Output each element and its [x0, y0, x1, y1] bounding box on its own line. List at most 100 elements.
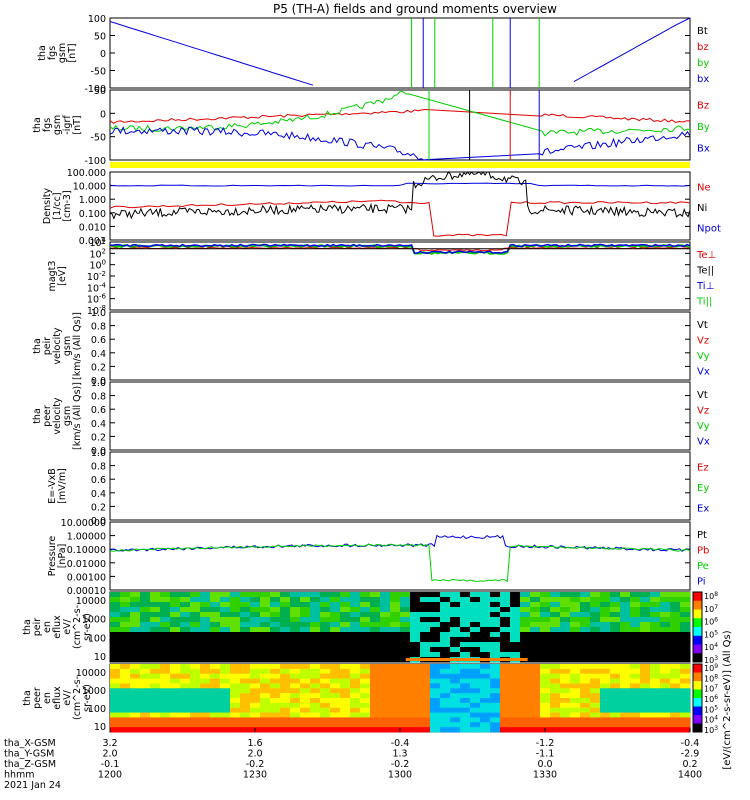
heatmap-cell	[470, 698, 481, 704]
heatmap-cell	[120, 637, 131, 643]
heatmap-cell	[330, 622, 341, 628]
y-axis-label: tha	[32, 338, 43, 354]
heatmap-cell	[130, 698, 141, 704]
heatmap-cell	[600, 647, 611, 653]
heatmap-cell	[420, 683, 431, 689]
heatmap-cell	[170, 612, 181, 618]
heatmap-cell	[370, 683, 381, 689]
heatmap-cell	[650, 627, 661, 633]
heatmap-cell	[500, 722, 511, 728]
heatmap-cell	[390, 712, 401, 718]
x-row-label: tha_X-GSM	[4, 738, 56, 749]
heatmap-cell	[280, 592, 291, 598]
heatmap-cell	[110, 698, 121, 704]
heatmap-cell	[560, 664, 571, 670]
x-tick-label: -0.1	[101, 759, 120, 770]
heatmap-cell	[260, 642, 271, 648]
heatmap-cell	[580, 657, 591, 663]
heatmap-cell	[420, 622, 431, 628]
heatmap-cell	[450, 612, 461, 618]
heatmap-cell	[340, 707, 351, 713]
heatmap-cell	[350, 607, 361, 613]
heatmap-cell	[490, 637, 501, 643]
heatmap-cell	[480, 632, 491, 638]
heatmap-cell	[500, 688, 511, 694]
heatmap-cell	[450, 642, 461, 648]
heatmap-cell	[350, 673, 361, 679]
y-tick-label: 10	[94, 722, 106, 733]
heatmap-cell	[490, 607, 501, 613]
heatmap-cell	[260, 668, 271, 675]
heatmap-cell	[390, 622, 401, 628]
heatmap-cell	[260, 698, 271, 704]
y-tick-label: 0.10000	[67, 545, 106, 556]
heatmap-cell	[570, 622, 581, 628]
heatmap-cell	[210, 698, 221, 704]
heatmap-cell	[590, 642, 601, 648]
heatmap-cell	[680, 632, 691, 638]
heatmap-cell	[200, 632, 211, 638]
heatmap-cell	[120, 707, 131, 713]
heatmap-cell	[460, 727, 471, 733]
heatmap-cell	[120, 717, 131, 723]
heatmap-cell	[230, 612, 241, 618]
heatmap-cell	[530, 632, 541, 638]
legend-entry: Vy	[697, 351, 710, 362]
heatmap-cell	[520, 622, 531, 628]
heatmap-cell	[500, 727, 511, 733]
heatmap-cell	[210, 702, 221, 709]
heatmap-cell	[680, 668, 691, 675]
heatmap-cell	[300, 678, 311, 684]
heatmap-cell	[300, 622, 311, 628]
heatmap-cell	[460, 642, 471, 648]
heatmap-cell	[450, 607, 461, 613]
legend-entry: Ez	[697, 462, 709, 473]
heatmap-cell	[160, 652, 171, 658]
heatmap-cell	[400, 717, 411, 723]
heatmap-cell	[550, 592, 561, 598]
heatmap-cell	[540, 612, 551, 618]
heatmap-cell	[490, 707, 501, 713]
heatmap-cell	[440, 717, 451, 723]
y-tick-label: 0.00010	[67, 586, 106, 597]
heatmap-cell	[310, 707, 321, 713]
heatmap-cell	[260, 717, 271, 723]
heatmap-cell	[300, 683, 311, 689]
heatmap-cell	[230, 657, 241, 663]
heatmap-cell	[120, 668, 131, 675]
colorbar-segment	[693, 600, 702, 610]
y-tick-label: 10-2	[87, 270, 106, 283]
x-tick-label: 2.0	[247, 749, 262, 760]
heatmap-cell	[280, 717, 291, 723]
heatmap-cell	[120, 642, 131, 648]
heatmap-cell	[430, 722, 441, 728]
heatmap-cell	[370, 698, 381, 704]
heatmap-cell	[420, 698, 431, 704]
heatmap-cell	[650, 698, 661, 704]
heatmap-cell	[310, 642, 321, 648]
heatmap-cell	[120, 617, 131, 623]
heatmap-cell	[620, 642, 631, 648]
heatmap-cell	[510, 698, 521, 704]
y-axis-label: en	[42, 692, 53, 704]
y-axis-label: [nT]	[72, 115, 83, 134]
heatmap-cell	[140, 673, 151, 679]
y-tick-label: 100	[88, 704, 106, 715]
heatmap-cell	[450, 678, 461, 684]
heatmap-cell	[550, 717, 561, 723]
heatmap-cell	[320, 647, 331, 653]
heatmap-cell	[510, 717, 521, 723]
heatmap-cell	[280, 712, 291, 718]
heatmap-cell	[270, 664, 281, 670]
heatmap-cell	[450, 617, 461, 623]
heatmap-cell	[190, 688, 201, 694]
colorbar-tick-label: 105	[704, 704, 718, 714]
heatmap-cell	[400, 683, 411, 689]
heatmap-cell	[400, 727, 411, 733]
heatmap-cell	[190, 612, 201, 618]
heatmap-cell	[290, 664, 301, 670]
heatmap-cell	[590, 627, 601, 633]
heatmap-cell	[650, 607, 661, 613]
